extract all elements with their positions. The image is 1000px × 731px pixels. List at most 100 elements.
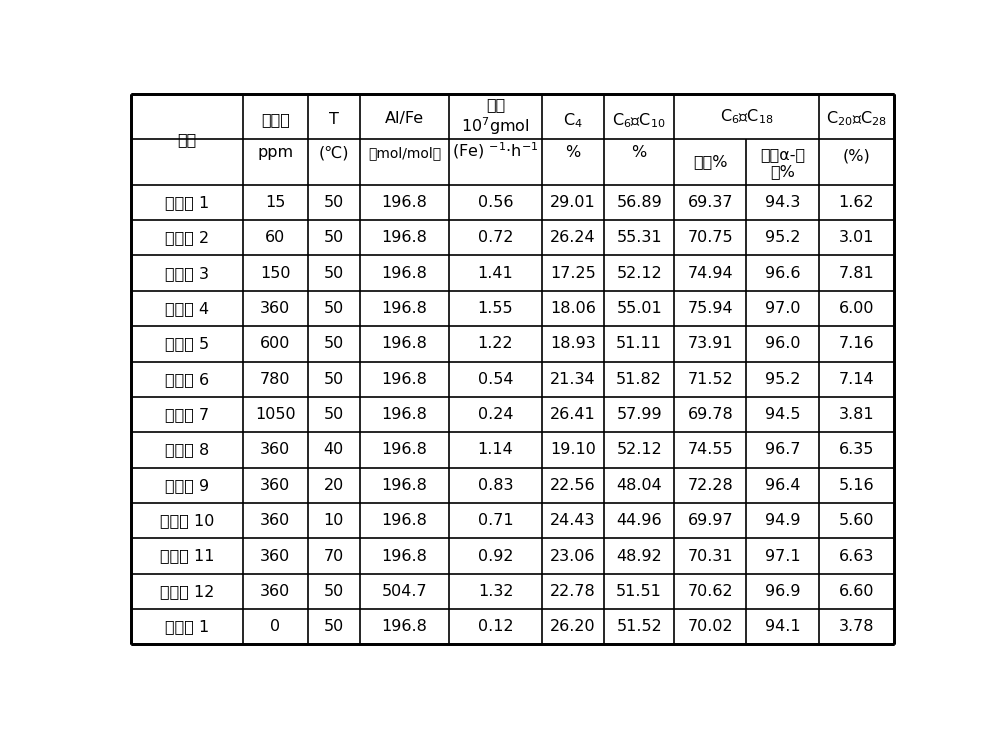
Text: 50: 50: [324, 265, 344, 281]
Text: ppm: ppm: [257, 145, 293, 160]
Text: 0.24: 0.24: [478, 407, 513, 422]
Text: 196.8: 196.8: [382, 301, 427, 316]
Text: 50: 50: [324, 584, 344, 599]
Text: 51.51: 51.51: [616, 584, 662, 599]
Text: 50: 50: [324, 619, 344, 635]
Text: 56.89: 56.89: [616, 195, 662, 210]
Text: 0.92: 0.92: [478, 548, 513, 564]
Text: 196.8: 196.8: [382, 336, 427, 352]
Text: 7.81: 7.81: [839, 265, 874, 281]
Text: 5.60: 5.60: [839, 513, 874, 529]
Text: 74.55: 74.55: [688, 442, 733, 458]
Text: 活性: 活性: [486, 97, 505, 113]
Text: 97.1: 97.1: [765, 548, 801, 564]
Text: %: %: [565, 145, 581, 160]
Text: 实施例 2: 实施例 2: [165, 230, 209, 246]
Text: 70.02: 70.02: [688, 619, 733, 635]
Text: 29.01: 29.01: [550, 195, 596, 210]
Text: 水含量: 水含量: [261, 112, 290, 126]
Text: 对比例 1: 对比例 1: [165, 619, 209, 635]
Text: 360: 360: [260, 548, 290, 564]
Text: 线性α-烯: 线性α-烯: [760, 147, 805, 162]
Text: 94.1: 94.1: [765, 619, 801, 635]
Text: 50: 50: [324, 195, 344, 210]
Text: 48.04: 48.04: [616, 478, 662, 493]
Text: 1.62: 1.62: [839, 195, 874, 210]
Text: C$_6$～C$_{10}$: C$_6$～C$_{10}$: [612, 112, 666, 131]
Text: 73.91: 73.91: [688, 336, 733, 352]
Text: 22.78: 22.78: [550, 584, 596, 599]
Text: 3.78: 3.78: [839, 619, 874, 635]
Text: 23.06: 23.06: [550, 548, 596, 564]
Text: 18.93: 18.93: [550, 336, 596, 352]
Text: 50: 50: [324, 372, 344, 387]
Text: 实施例 4: 实施例 4: [165, 301, 209, 316]
Text: 烃%: 烃%: [770, 164, 795, 180]
Text: 360: 360: [260, 584, 290, 599]
Text: 5.16: 5.16: [839, 478, 874, 493]
Text: 96.7: 96.7: [765, 442, 801, 458]
Text: 196.8: 196.8: [382, 548, 427, 564]
Text: 实施例 9: 实施例 9: [165, 478, 209, 493]
Text: 196.8: 196.8: [382, 195, 427, 210]
Text: 44.96: 44.96: [616, 513, 662, 529]
Text: 0: 0: [270, 619, 280, 635]
Text: 实施例 12: 实施例 12: [160, 584, 214, 599]
Text: 96.4: 96.4: [765, 478, 801, 493]
Text: 94.9: 94.9: [765, 513, 801, 529]
Text: 360: 360: [260, 478, 290, 493]
Text: 21.34: 21.34: [550, 372, 596, 387]
Text: 1.32: 1.32: [478, 584, 513, 599]
Text: 94.5: 94.5: [765, 407, 801, 422]
Text: 3.01: 3.01: [839, 230, 874, 246]
Text: 50: 50: [324, 301, 344, 316]
Text: 26.24: 26.24: [550, 230, 596, 246]
Text: 实施例 1: 实施例 1: [165, 195, 209, 210]
Text: 55.01: 55.01: [616, 301, 662, 316]
Text: 50: 50: [324, 407, 344, 422]
Text: 51.82: 51.82: [616, 372, 662, 387]
Text: 1050: 1050: [255, 407, 296, 422]
Text: 69.37: 69.37: [688, 195, 733, 210]
Text: 96.9: 96.9: [765, 584, 801, 599]
Text: 实施例 11: 实施例 11: [160, 548, 214, 564]
Text: 96.6: 96.6: [765, 265, 801, 281]
Text: 0.54: 0.54: [478, 372, 513, 387]
Text: 实施例 5: 实施例 5: [165, 336, 209, 352]
Text: 70: 70: [324, 548, 344, 564]
Text: 6.63: 6.63: [839, 548, 874, 564]
Text: 0.72: 0.72: [478, 230, 513, 246]
Text: 57.99: 57.99: [616, 407, 662, 422]
Text: 70.31: 70.31: [688, 548, 733, 564]
Text: 15: 15: [265, 195, 285, 210]
Text: 196.8: 196.8: [382, 265, 427, 281]
Text: 6.35: 6.35: [839, 442, 874, 458]
Text: 70.75: 70.75: [688, 230, 733, 246]
Text: C$_4$: C$_4$: [563, 112, 583, 131]
Text: 实施例 8: 实施例 8: [165, 442, 209, 458]
Text: 20: 20: [324, 478, 344, 493]
Text: 196.8: 196.8: [382, 407, 427, 422]
Text: 360: 360: [260, 301, 290, 316]
Text: Al/Fe: Al/Fe: [385, 111, 424, 126]
Text: 实施例 7: 实施例 7: [165, 407, 209, 422]
Text: 69.97: 69.97: [688, 513, 733, 529]
Text: 196.8: 196.8: [382, 478, 427, 493]
Text: 51.11: 51.11: [616, 336, 662, 352]
Text: 26.41: 26.41: [550, 407, 596, 422]
Text: 52.12: 52.12: [616, 265, 662, 281]
Text: 0.83: 0.83: [478, 478, 513, 493]
Text: 360: 360: [260, 513, 290, 529]
Text: 72.28: 72.28: [688, 478, 733, 493]
Text: 780: 780: [260, 372, 291, 387]
Text: 504.7: 504.7: [382, 584, 427, 599]
Text: （mol/mol）: （mol/mol）: [368, 146, 441, 160]
Text: 196.8: 196.8: [382, 619, 427, 635]
Text: 70.62: 70.62: [688, 584, 733, 599]
Text: 3.81: 3.81: [839, 407, 874, 422]
Text: 69.78: 69.78: [688, 407, 733, 422]
Text: 75.94: 75.94: [688, 301, 733, 316]
Text: 196.8: 196.8: [382, 372, 427, 387]
Text: 实施例 10: 实施例 10: [160, 513, 214, 529]
Text: 360: 360: [260, 442, 290, 458]
